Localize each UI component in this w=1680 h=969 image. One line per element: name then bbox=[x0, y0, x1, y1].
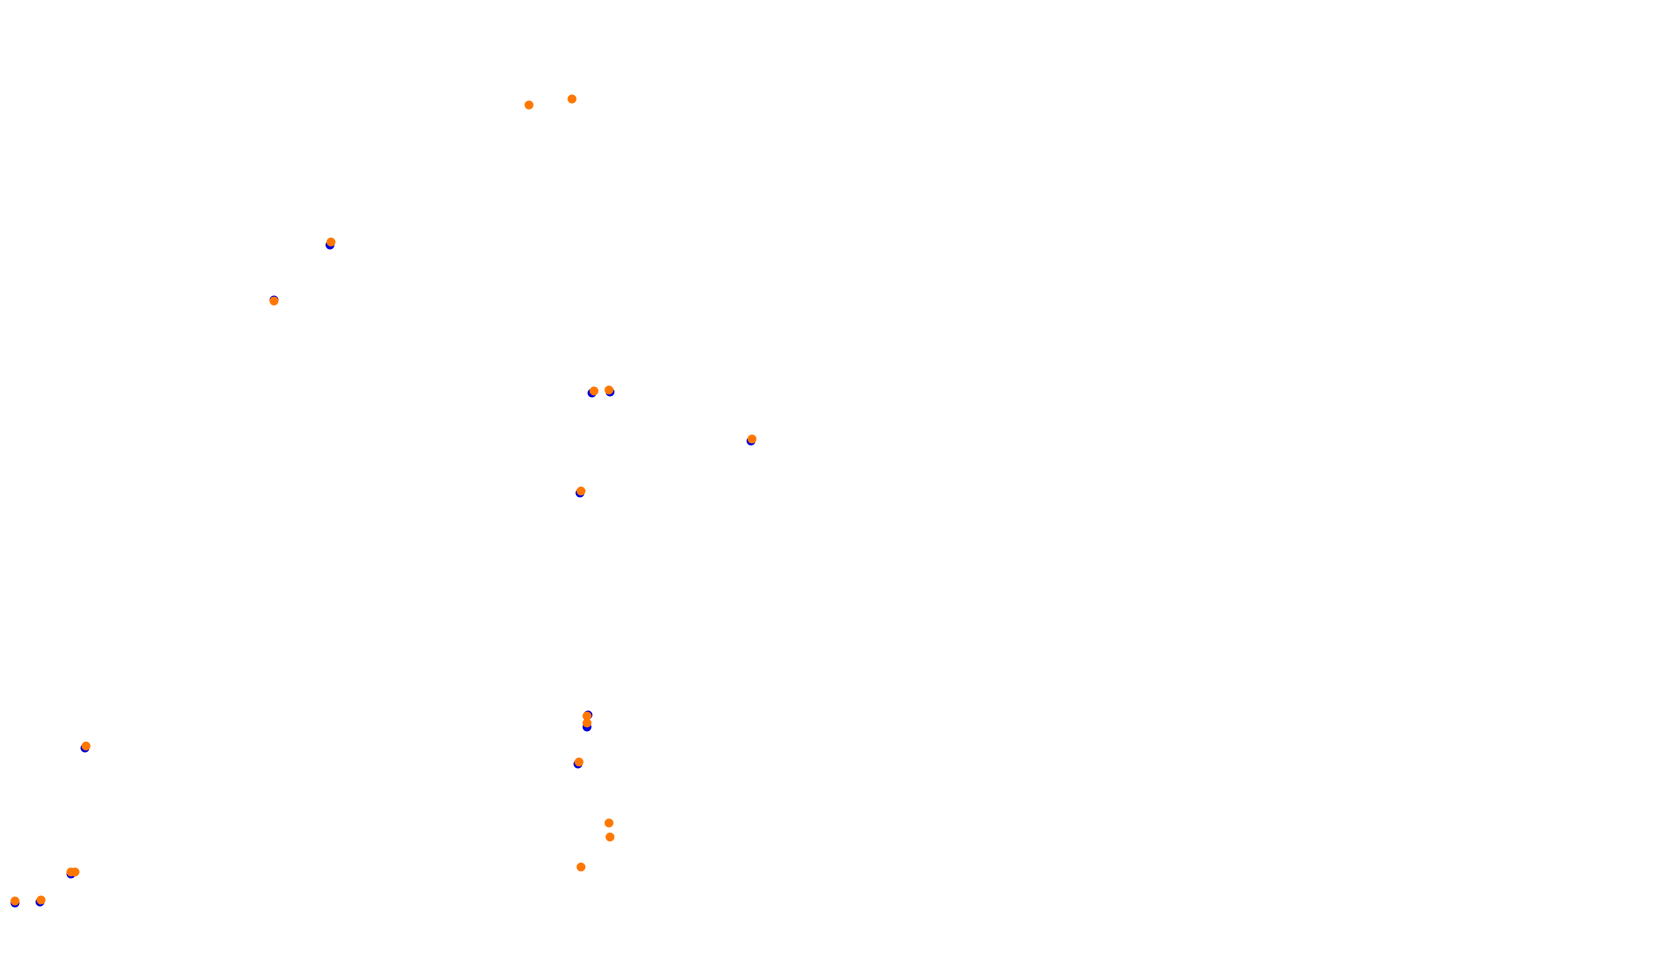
scatter-marks bbox=[10, 94, 757, 908]
series-1-point-3 bbox=[269, 296, 279, 306]
series-1-point-12 bbox=[605, 832, 615, 842]
series-1-point-6 bbox=[747, 434, 757, 444]
series-1-point-14 bbox=[81, 741, 91, 751]
series-1-point-13 bbox=[576, 862, 586, 872]
series-1-point-16 bbox=[70, 867, 80, 877]
series-1-point-11 bbox=[604, 818, 614, 828]
series-1-point-9 bbox=[582, 718, 592, 728]
series-1-point-1 bbox=[567, 94, 577, 104]
series-1-point-0 bbox=[524, 100, 534, 110]
series-1-points bbox=[10, 94, 757, 906]
series-1-point-17 bbox=[10, 896, 20, 906]
series-1-point-2 bbox=[326, 237, 336, 247]
series-1-point-10 bbox=[574, 757, 584, 767]
series-1-point-5 bbox=[604, 385, 614, 395]
series-1-point-18 bbox=[36, 895, 46, 905]
series-1-point-7 bbox=[576, 486, 586, 496]
series-1-point-8 bbox=[582, 711, 592, 721]
series-1-point-4 bbox=[589, 386, 599, 396]
